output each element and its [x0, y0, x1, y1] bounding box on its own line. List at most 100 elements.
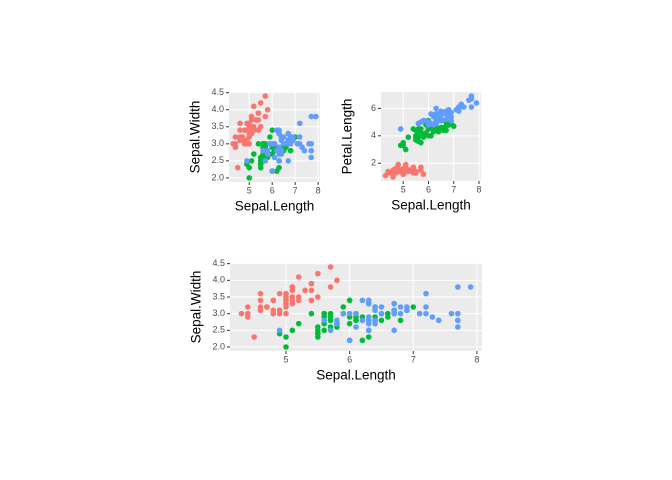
x-tick-label: 5 [283, 354, 288, 364]
point [251, 334, 257, 340]
point [295, 320, 302, 327]
point [405, 134, 412, 140]
point [264, 151, 271, 157]
point [295, 297, 302, 304]
point [443, 116, 449, 123]
point [438, 116, 444, 123]
point [365, 327, 372, 334]
y-tick-label: 4.0 [211, 104, 224, 114]
x-axis-label: Sepal.Length [391, 198, 471, 213]
point [241, 127, 248, 133]
x-tick-label: 8 [474, 354, 479, 364]
point [455, 108, 462, 114]
point [402, 161, 409, 168]
point [285, 130, 292, 137]
point [346, 310, 353, 317]
point [257, 100, 264, 106]
point [433, 119, 439, 125]
point [397, 304, 404, 310]
point [397, 126, 404, 132]
point [353, 324, 359, 330]
point [308, 154, 315, 161]
point [257, 297, 264, 304]
point [251, 151, 257, 157]
point [473, 100, 480, 106]
point [287, 147, 294, 154]
point [385, 310, 391, 317]
point [353, 317, 359, 324]
point [443, 123, 449, 130]
point [289, 297, 296, 304]
point [433, 105, 439, 112]
point [246, 175, 253, 181]
point [423, 304, 429, 310]
point [413, 170, 419, 176]
point [255, 110, 262, 116]
point [262, 93, 269, 99]
point [391, 300, 397, 307]
point [253, 117, 259, 123]
y-tick-label: 2.5 [211, 155, 224, 165]
panel [230, 263, 482, 351]
point [264, 106, 271, 113]
point [400, 168, 407, 175]
point [270, 297, 277, 304]
point [404, 307, 410, 314]
point [296, 134, 303, 140]
y-tick-label: 3.5 [212, 291, 225, 301]
point [285, 141, 292, 147]
point [340, 304, 347, 310]
point [308, 141, 315, 147]
point [269, 168, 276, 174]
x-axis-label: Sepal.Length [316, 368, 396, 383]
point [237, 134, 243, 140]
point [302, 287, 308, 294]
point [385, 170, 391, 176]
point [246, 164, 253, 171]
point [346, 320, 353, 327]
point [308, 297, 315, 304]
point [334, 320, 340, 327]
point [315, 270, 321, 277]
y-tick-label: 4 [371, 130, 376, 140]
point [400, 142, 407, 149]
point [430, 128, 437, 135]
point [448, 310, 455, 317]
point [397, 317, 404, 324]
point [232, 141, 239, 147]
point [359, 337, 366, 344]
point [296, 120, 303, 127]
point [267, 134, 273, 140]
point [257, 123, 264, 130]
x-tick-label: 5 [401, 184, 406, 194]
point [415, 120, 422, 127]
point [455, 324, 461, 330]
point [248, 113, 255, 120]
point [232, 134, 239, 140]
point [321, 327, 327, 334]
point [468, 104, 475, 110]
point [327, 317, 334, 324]
point [353, 310, 359, 317]
point [264, 304, 270, 310]
point [365, 334, 372, 340]
point [416, 310, 423, 317]
point [365, 317, 372, 324]
point [334, 277, 340, 284]
point [455, 310, 461, 317]
point [289, 327, 296, 334]
point [420, 171, 427, 178]
y-tick-label: 3.0 [212, 308, 225, 318]
point [301, 147, 308, 154]
x-tick-label: 8 [476, 184, 481, 194]
point [321, 317, 327, 324]
point [468, 95, 475, 102]
point [245, 310, 251, 317]
point [276, 147, 282, 154]
point [413, 137, 419, 143]
y-tick-label: 3.5 [211, 121, 224, 131]
point [246, 130, 253, 137]
point [308, 113, 315, 120]
point [418, 139, 424, 146]
point [440, 127, 447, 134]
